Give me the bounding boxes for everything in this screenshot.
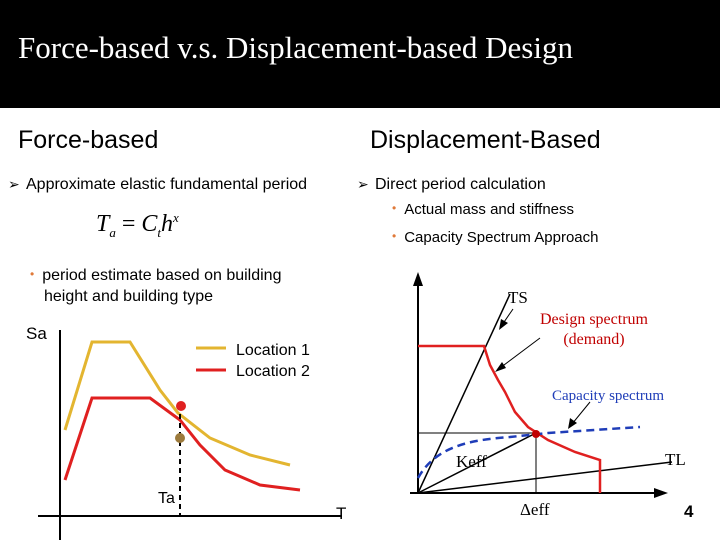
location-1-point [175, 433, 185, 443]
sub-item-text: Capacity Spectrum Approach [404, 229, 599, 246]
arrow-bullet-icon: ➢ [357, 176, 369, 192]
left-chart [38, 330, 342, 540]
dot-bullet-icon: • [30, 267, 35, 281]
capacity-spectrum-curve [416, 425, 641, 479]
sub-item-capacity: • Capacity Spectrum Approach [392, 226, 598, 248]
ts-line [417, 293, 511, 494]
tl-label: TL [665, 450, 686, 469]
force-based-heading: Force-based [18, 126, 159, 154]
period-formula: Ta = Cthx [96, 210, 179, 240]
t-axis-label: T [336, 504, 347, 523]
design-spectrum-pointer [499, 337, 541, 369]
location-2-point [176, 401, 186, 411]
design-spectrum-pointer-head [495, 362, 506, 372]
right-bullet-text: Direct period calculation [375, 176, 546, 193]
delta-eff-label: Δeff [520, 500, 550, 519]
ts-pointer-head [499, 319, 508, 330]
sa-axis-label: Sa [26, 324, 47, 343]
legend-location-2: Location 2 [236, 363, 310, 380]
capacity-pointer-head [568, 418, 577, 429]
dot-bullet-icon: • [392, 229, 397, 243]
arrow-bullet-icon: ➢ [8, 176, 20, 192]
page-number: 4 [684, 502, 694, 521]
displacement-based-heading: Displacement-Based [370, 126, 601, 154]
right-chart [410, 272, 673, 498]
capacity-spectrum-label: Capacity spectrum [552, 388, 665, 404]
title-bar: Force-based v.s. Displacement-based Desi… [0, 0, 720, 108]
sub-item-mass: • Actual mass and stiffness [392, 198, 574, 220]
design-spectrum-label: Design spectrum (demand) [540, 311, 648, 348]
right-x-arrow [654, 488, 668, 498]
slide-title: Force-based v.s. Displacement-based Desi… [18, 30, 573, 65]
capacity-pointer [571, 401, 591, 425]
location-1-curve [63, 340, 291, 467]
ts-label: TS [508, 288, 528, 307]
dot-bullet-icon: • [392, 201, 397, 215]
keff-line [417, 432, 537, 494]
location-2-curve [63, 396, 301, 492]
right-bullet: ➢ Direct period calculation [357, 174, 546, 195]
tl-line [417, 461, 673, 494]
sub-item-text: Actual mass and stiffness [404, 201, 575, 218]
design-spectrum-curve [418, 344, 602, 493]
right-y-arrow [413, 272, 423, 286]
left-bullet: ➢ Approximate elastic fundamental period [8, 174, 307, 195]
legend-location-1: Location 1 [236, 342, 310, 359]
legend: Location 1 Location 2 [236, 340, 310, 382]
performance-point [532, 430, 540, 438]
ta-label: Ta [158, 490, 175, 507]
left-bullet-text: Approximate elastic fundamental period [26, 176, 308, 193]
keff-label: Keff [456, 452, 487, 471]
period-note: • period estimate based on building heigh… [30, 267, 282, 305]
